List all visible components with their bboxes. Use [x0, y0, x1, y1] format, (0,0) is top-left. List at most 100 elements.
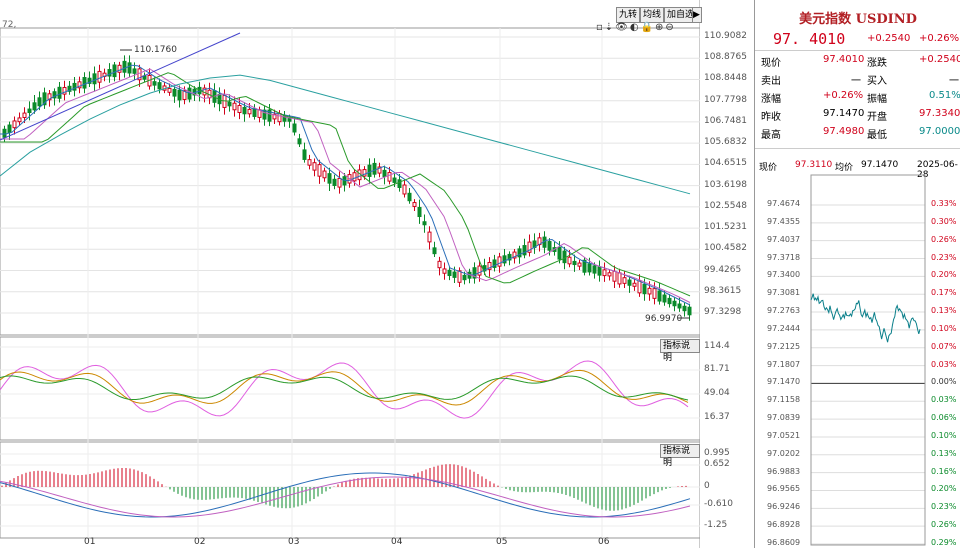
candle	[87, 77, 92, 84]
timeline-price-label: 97.0839	[767, 413, 801, 423]
chart-svg	[0, 0, 700, 548]
candle	[267, 109, 272, 122]
timeline-price-label: 97.1158	[767, 395, 801, 405]
macd-help-button[interactable]: 指标说明	[660, 444, 700, 468]
trend-line	[0, 32, 241, 141]
candle	[507, 253, 512, 261]
candle	[522, 245, 527, 256]
candle	[657, 290, 662, 302]
candle	[172, 88, 177, 97]
candle	[297, 138, 302, 145]
candle	[167, 88, 172, 93]
candle	[72, 82, 77, 91]
ma-button[interactable]: 均线	[640, 7, 665, 23]
timeline-price-label: 96.8609	[767, 538, 801, 547]
candle	[12, 120, 17, 129]
row-value: +0.26%	[823, 90, 864, 101]
main-frame	[0, 27, 700, 336]
candle	[37, 97, 42, 107]
price-tick-label: 97.3298	[704, 307, 742, 317]
candle	[497, 256, 502, 267]
candle	[597, 266, 602, 276]
zoom-icons[interactable]: ▫⇣👁◐🔒⊕⊖	[596, 22, 676, 33]
candle	[302, 149, 307, 160]
candle	[567, 256, 572, 265]
kline-chart-area[interactable]: 72, 九转 均线 加自选 ▶ ▫⇣👁◐🔒⊕⊖ 指标说明 指标说明 110.17…	[0, 0, 702, 548]
quote-title: 美元指数 USDIND	[799, 12, 917, 27]
candle	[382, 169, 387, 178]
candle	[277, 113, 282, 123]
timeline-pct-label: 0.26%	[931, 234, 957, 244]
timeline-pct-label: 0.17%	[931, 288, 957, 298]
macd-tick-label: -1.25	[704, 520, 728, 530]
high-label: 110.1760	[134, 45, 177, 55]
candle	[152, 81, 157, 86]
candle	[82, 77, 87, 89]
candle	[27, 108, 32, 114]
candle	[432, 247, 437, 255]
timeline-avg-value: 97.1470	[861, 160, 899, 170]
timeline-pct-label: 0.07%	[931, 341, 957, 351]
timeline-avg-label: 均价	[835, 163, 854, 173]
timeline-price-label: 96.9883	[767, 466, 801, 476]
collapse-arrow-icon[interactable]: ▶	[692, 7, 702, 23]
candle	[632, 282, 637, 287]
candle	[652, 288, 657, 299]
candle	[77, 81, 82, 89]
kdj-tick-label: 81.71	[704, 364, 730, 374]
candle	[132, 68, 137, 74]
timeline-pct-label: 0.00%	[931, 377, 957, 387]
quote-panel: 美元指数 USDIND 97. 4010 +0.2540 +0.26% 现价 9…	[754, 0, 960, 548]
timeline-price-label: 97.0202	[767, 448, 801, 458]
month-tick-label: 02	[194, 537, 206, 547]
timeline-price-label: 97.1470	[767, 377, 801, 387]
row-value: 一	[851, 76, 861, 87]
timeline-price-label: 97.4674	[767, 199, 801, 208]
timeline-price-label: 97.4037	[767, 234, 801, 244]
timeline-price-label: 96.8928	[767, 520, 801, 530]
timeline-now-value: 97.3110	[795, 160, 833, 170]
candle	[292, 123, 297, 133]
candle	[17, 117, 22, 123]
jiuzhuan-button[interactable]: 九转	[616, 7, 641, 23]
candle	[512, 251, 517, 259]
candle	[47, 93, 52, 101]
month-tick-label: 01	[84, 537, 96, 547]
price-tick-label: 101.5231	[704, 222, 747, 233]
timeline-price-label: 97.3718	[767, 252, 801, 262]
timeline-pct-label: 0.13%	[931, 448, 957, 458]
kdj-tick-label: 114.4	[704, 341, 730, 351]
month-tick-label: 05	[496, 537, 508, 547]
candle	[67, 85, 72, 92]
kdj-help-button[interactable]: 指标说明	[660, 339, 700, 363]
low-label: 96.9970	[645, 314, 683, 324]
candle	[7, 124, 12, 134]
candle	[562, 250, 567, 264]
candle	[477, 265, 482, 276]
candle	[127, 62, 132, 74]
timeline-pct-label: 0.20%	[931, 270, 957, 280]
candle	[272, 113, 277, 120]
candle	[307, 159, 312, 166]
quote-row: 现价 97.4010 涨跌 +0.2540	[759, 54, 960, 71]
candle	[237, 105, 242, 113]
candle	[517, 248, 522, 258]
row-value: 97.1470	[823, 108, 865, 119]
candle	[32, 102, 37, 111]
macd-tick-label: 0	[704, 481, 710, 491]
kdj-tick-label: 49.04	[704, 388, 730, 398]
timeline-pct-label: 0.10%	[931, 323, 957, 333]
change-value: +0.2540	[867, 33, 911, 44]
candle	[612, 270, 617, 282]
candle	[22, 112, 27, 119]
timeline-now-label: 现价	[759, 163, 778, 173]
candle	[52, 91, 57, 99]
change-pct: +0.26%	[919, 33, 960, 44]
price-tick-label: 103.6198	[704, 179, 747, 190]
intraday-chart[interactable]	[755, 0, 960, 548]
quote-row: 卖出 一 买入 一	[759, 72, 959, 89]
candle	[592, 265, 597, 274]
timeline-price-label: 97.3081	[767, 288, 801, 298]
timeline-price-label: 97.2763	[767, 306, 801, 316]
candle	[677, 303, 682, 309]
